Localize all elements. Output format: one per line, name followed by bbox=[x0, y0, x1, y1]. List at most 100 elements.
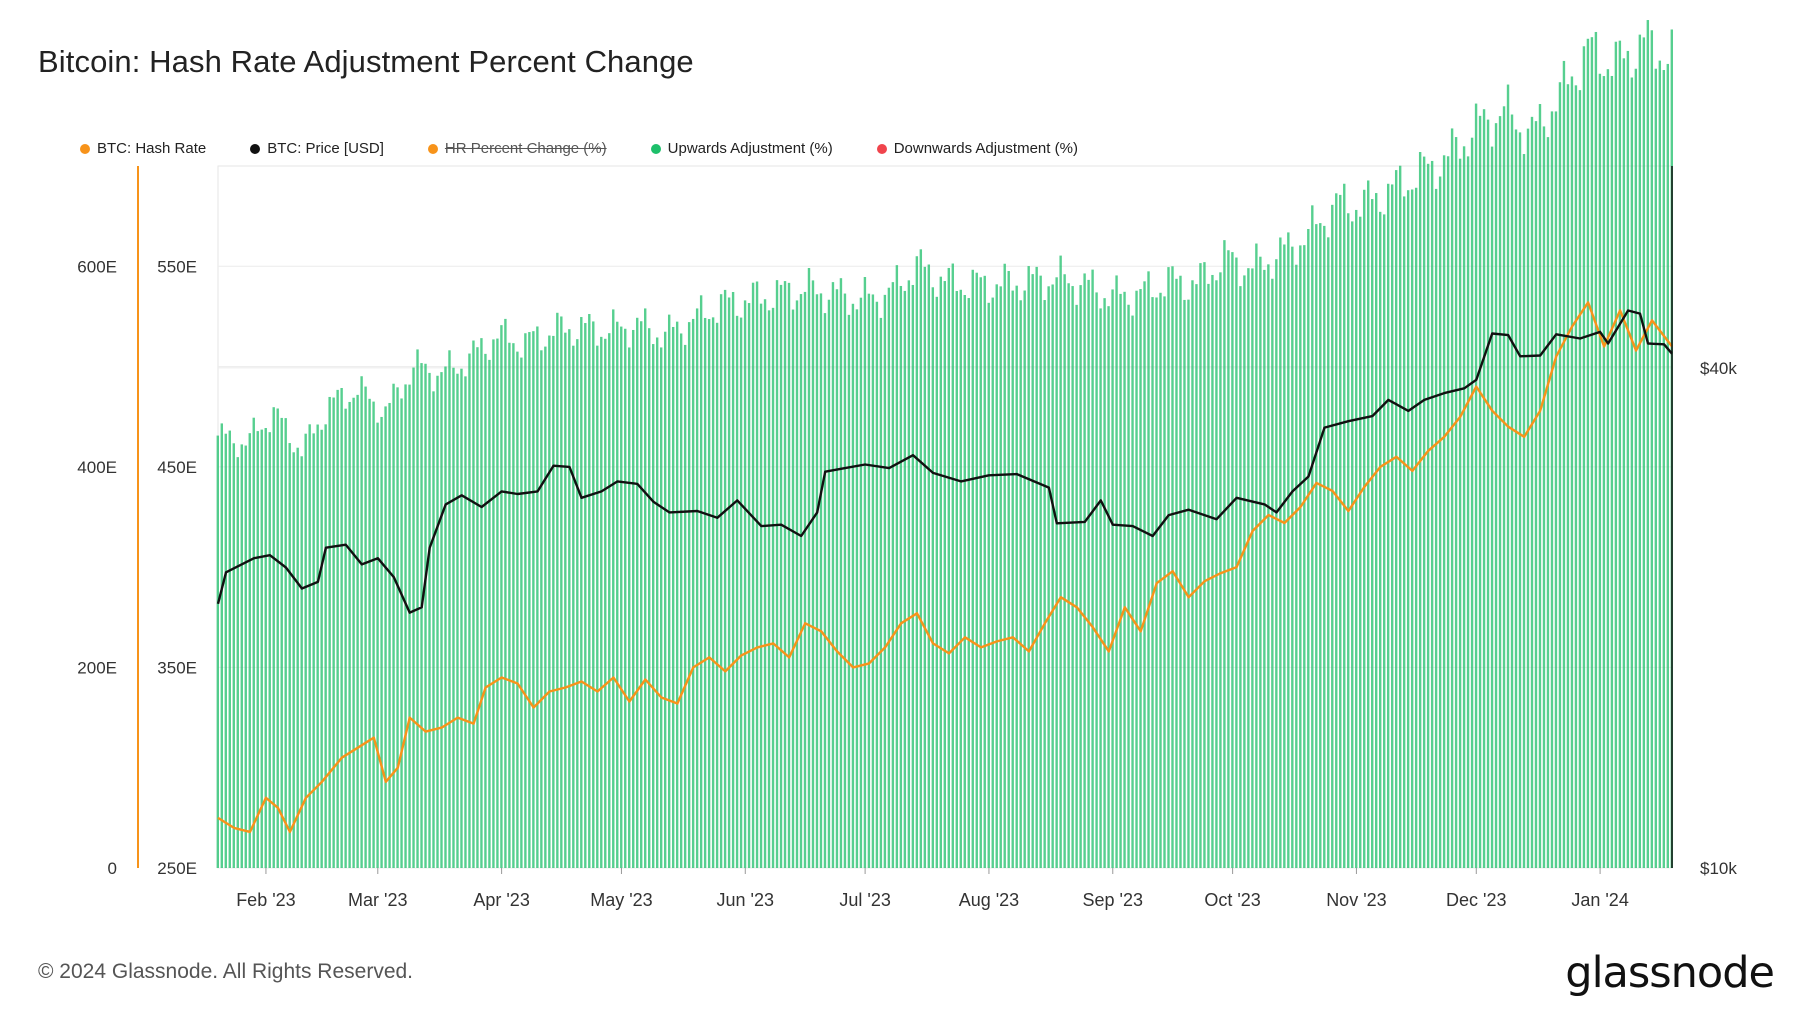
hash-rate-line bbox=[217, 301, 1673, 834]
upwards-adjustment-bar bbox=[1458, 158, 1462, 868]
upwards-adjustment-bar bbox=[308, 424, 311, 868]
upwards-adjustment-bar bbox=[356, 394, 359, 868]
legend-item-upwards[interactable]: Upwards Adjustment (%) bbox=[650, 140, 833, 157]
upwards-adjustment-bar bbox=[440, 372, 443, 868]
upwards-adjustment-bar bbox=[372, 401, 375, 868]
upwards-adjustment-bar bbox=[1123, 291, 1126, 869]
upwards-adjustment-bar bbox=[484, 353, 487, 868]
upwards-adjustment-bar bbox=[512, 343, 515, 868]
upwards-adjustment-bar bbox=[524, 333, 527, 869]
glassnode-logo: glassnode bbox=[1565, 948, 1775, 998]
upwards-adjustment-bar bbox=[1466, 156, 1470, 868]
upwards-adjustment-bar bbox=[1530, 116, 1534, 869]
upwards-adjustment-bar bbox=[236, 457, 239, 868]
upwards-adjustment-bar bbox=[1658, 60, 1662, 868]
legend-item-hr-percent-change[interactable]: HR Percent Change (%) bbox=[427, 140, 607, 157]
upwards-adjustment-bar bbox=[987, 302, 990, 868]
upwards-adjustment-bar bbox=[456, 373, 459, 868]
legend-item-hash-rate[interactable]: BTC: Hash Rate bbox=[80, 140, 206, 157]
upwards-adjustment-bar bbox=[871, 294, 875, 868]
upwards-adjustment-bar bbox=[1303, 245, 1306, 868]
upwards-adjustment-bar bbox=[388, 402, 391, 868]
upwards-adjustment-bar bbox=[556, 312, 559, 868]
upwards-adjustment-bar bbox=[488, 359, 491, 868]
upwards-adjustment-bar bbox=[1371, 199, 1374, 868]
upwards-adjustment-bar bbox=[967, 298, 970, 868]
upwards-adjustment-bar bbox=[1514, 129, 1518, 868]
copyright-footer: © 2024 Glassnode. All Rights Reserved. bbox=[38, 960, 414, 983]
x-tick-label: Oct '23 bbox=[1204, 890, 1260, 910]
upwards-adjustment-bar bbox=[1111, 289, 1114, 869]
upwards-adjustment-bar bbox=[612, 309, 615, 868]
upwards-adjustment-bar bbox=[787, 282, 791, 869]
upwards-adjustment-bar bbox=[1207, 283, 1210, 868]
upwards-adjustment-bar bbox=[883, 294, 887, 869]
upwards-adjustment-bar bbox=[1091, 269, 1094, 868]
upwards-adjustment-bar bbox=[552, 335, 555, 868]
upwards-adjustment-bar bbox=[875, 301, 879, 868]
upwards-adjustment-bar bbox=[288, 443, 291, 868]
upwards-adjustment-bar bbox=[1586, 38, 1590, 868]
upwards-adjustment-bar bbox=[1315, 224, 1318, 868]
upwards-adjustment-bar bbox=[216, 435, 219, 868]
axes: 0 200E 400E 600E 250E 350E 450E 550E $10k $40k Feb… bbox=[77, 166, 1737, 910]
upwards-adjustment-bar bbox=[364, 386, 367, 868]
upwards-adjustment-bar bbox=[620, 326, 623, 869]
upwards-adjustment-bar bbox=[827, 299, 831, 869]
upwards-adjustment-bar bbox=[1522, 154, 1526, 869]
upwards-adjustment-bar bbox=[452, 367, 455, 868]
upwards-adjustment-bar bbox=[1107, 306, 1110, 868]
upwards-adjustment-bar bbox=[284, 418, 287, 868]
upwards-adjustment-bar bbox=[791, 309, 795, 869]
upwards-adjustment-bar bbox=[328, 396, 331, 868]
upwards-adjustment-bar bbox=[715, 322, 719, 868]
upwards-adjustment-bar bbox=[276, 408, 279, 868]
legend-item-downwards[interactable]: Downwards Adjustment (%) bbox=[876, 140, 1078, 157]
upwards-adjustment-bar bbox=[540, 350, 543, 868]
upwards-adjustment-bar bbox=[224, 433, 227, 868]
y-tick-label: 0 bbox=[108, 859, 117, 878]
upwards-adjustment-bar bbox=[228, 430, 231, 868]
upwards-adjustment-bar bbox=[723, 289, 727, 868]
upwards-adjustment-bar bbox=[264, 427, 267, 868]
upwards-adjustment-bar bbox=[1470, 137, 1474, 868]
upwards-adjustment-bar bbox=[859, 297, 863, 868]
legend-item-price[interactable]: BTC: Price [USD] bbox=[250, 140, 384, 157]
upwards-adjustment-bar bbox=[1099, 308, 1102, 868]
upwards-adjustment-bar bbox=[1163, 296, 1166, 869]
upwards-adjustment-bar bbox=[1486, 119, 1490, 869]
upwards-adjustment-bar bbox=[683, 344, 687, 868]
upwards-adjustment-bar bbox=[1127, 304, 1130, 869]
y-tick-label: 200E bbox=[77, 658, 117, 677]
upwards-adjustment-bar bbox=[907, 280, 911, 868]
upwards-adjustment-bar bbox=[1566, 84, 1570, 868]
upwards-adjustment-bar bbox=[947, 267, 950, 868]
upwards-adjustment-bar bbox=[232, 443, 235, 868]
upwards-adjustment-bar bbox=[588, 314, 591, 868]
upwards-adjustment-bar bbox=[272, 407, 275, 868]
upwards-adjustment-bar bbox=[943, 281, 946, 869]
upwards-adjustment-bar bbox=[1219, 272, 1222, 869]
upwards-adjustment-bar bbox=[508, 342, 511, 868]
upwards-adjustment-bar bbox=[1554, 111, 1558, 869]
upwards-adjustment-bar bbox=[751, 282, 755, 868]
upwards-adjustment-bar bbox=[1351, 221, 1354, 869]
legend-dot-icon bbox=[250, 143, 261, 154]
upwards-adjustment-bar bbox=[663, 331, 667, 869]
x-tick-label: Jun '23 bbox=[717, 890, 774, 910]
upwards-adjustment-bar bbox=[1546, 137, 1550, 869]
upwards-adjustment-bar bbox=[392, 383, 395, 868]
upwards-adjustment-bar bbox=[548, 335, 551, 868]
upwards-adjustment-bar bbox=[360, 376, 363, 868]
upwards-adjustment-bar bbox=[1367, 180, 1370, 869]
upwards-adjustment-bar bbox=[1271, 278, 1274, 868]
upwards-adjustment-bar bbox=[847, 314, 851, 868]
upwards-adjustment-bar bbox=[1506, 84, 1510, 868]
upwards-adjustment-bar bbox=[1622, 58, 1626, 868]
x-tick-label: Jul '23 bbox=[839, 890, 890, 910]
upwards-adjustment-bar bbox=[464, 376, 467, 868]
upwards-adjustment-bar bbox=[767, 310, 771, 869]
upwards-adjustment-bar bbox=[711, 317, 715, 869]
upwards-adjustment-bar bbox=[432, 391, 435, 868]
upwards-adjustment-bar bbox=[344, 408, 347, 868]
